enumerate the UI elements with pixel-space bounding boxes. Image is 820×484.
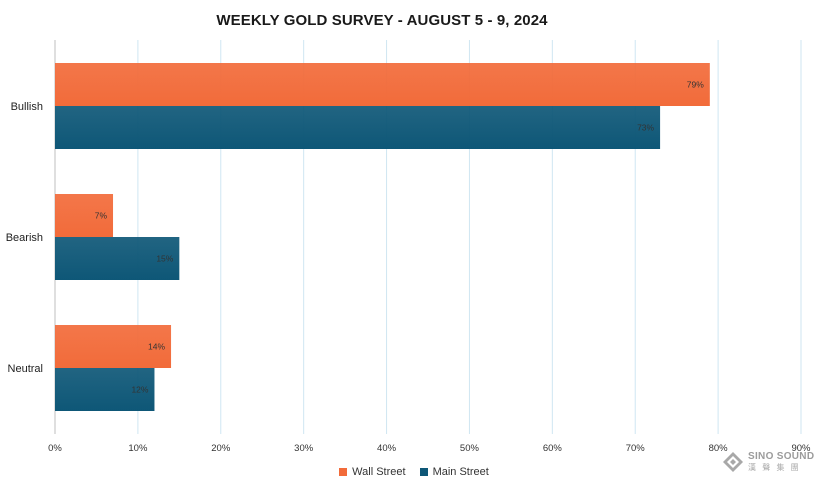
- legend-label-wall-street: Wall Street: [352, 466, 406, 478]
- sino-sound-logo-icon: [723, 452, 743, 472]
- x-tick-label-40: 40%: [377, 443, 397, 454]
- watermark-text: SINO SOUND: [748, 450, 815, 462]
- x-tick-label-20: 20%: [211, 443, 231, 454]
- legend-label-main-street: Main Street: [432, 466, 489, 478]
- watermark-text-block: SINO SOUND 漢 聲 集 團: [748, 450, 815, 473]
- bar-neutral-wall-street: [55, 325, 172, 368]
- data-label-neutral-main-street: 12%: [131, 385, 148, 395]
- category-label-bullish: Bullish: [11, 101, 43, 113]
- x-tick-label-70: 70%: [626, 443, 646, 454]
- bar-bearish-wall-street: [55, 194, 114, 237]
- x-tick-label-10: 10%: [128, 443, 148, 454]
- bar-bullish-main-street: [55, 106, 661, 149]
- x-tick-label-60: 60%: [543, 443, 563, 454]
- legend-swatch-main-street: [419, 468, 428, 476]
- legend-item-main-street: Main Street: [419, 466, 489, 478]
- bar-neutral-main-street: [55, 368, 155, 411]
- sino-sound-watermark: SINO SOUND 漢 聲 集 團: [722, 449, 816, 475]
- category-label-neutral: Neutral: [8, 363, 43, 375]
- legend-swatch-wall-street: [339, 468, 348, 476]
- data-label-bearish-wall-street: 7%: [95, 211, 108, 221]
- bar-bullish-wall-street: [55, 63, 710, 106]
- x-tick-label-0: 0%: [48, 443, 62, 454]
- x-tick-label-50: 50%: [460, 443, 480, 454]
- category-label-bearish: Bearish: [6, 232, 43, 244]
- legend-item-wall-street: Wall Street: [339, 466, 406, 478]
- watermark-subtext: 漢 聲 集 團: [748, 462, 801, 472]
- data-label-bullish-wall-street: 79%: [687, 80, 704, 90]
- chart-title: WEEKLY GOLD SURVEY - AUGUST 5 - 9, 2024: [216, 12, 548, 29]
- data-label-bearish-main-street: 15%: [156, 254, 173, 264]
- x-tick-label-90: 90%: [791, 443, 811, 454]
- data-label-neutral-wall-street: 14%: [148, 342, 165, 352]
- x-tick-label-80: 80%: [709, 443, 729, 454]
- bar-bearish-main-street: [55, 237, 180, 280]
- data-label-bullish-main-street: 73%: [637, 123, 654, 133]
- chart-legend: Wall Street Main Street: [0, 466, 820, 478]
- x-tick-label-30: 30%: [294, 443, 314, 454]
